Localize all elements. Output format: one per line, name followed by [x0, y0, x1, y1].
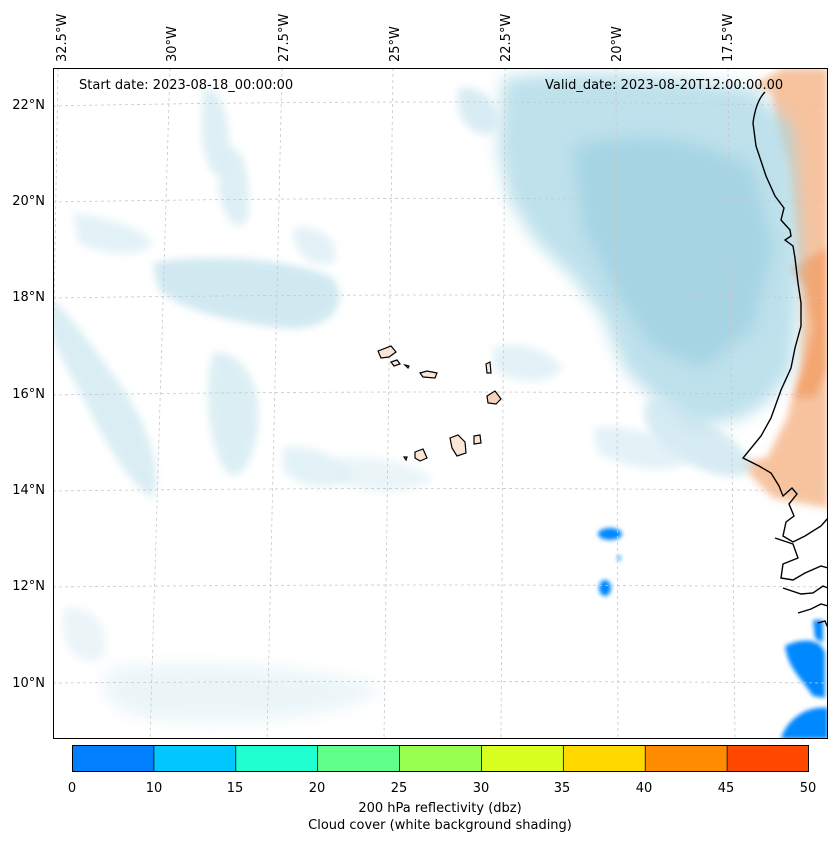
- lon-label-22-5w: 22.5°W: [499, 13, 514, 62]
- start-date-label: Start date: 2023-08-18_00:00:00: [79, 78, 294, 93]
- cloud-cover: [53, 72, 801, 722]
- colorbar-segment: [481, 745, 564, 772]
- colorbar-segment: [399, 745, 482, 772]
- lat-label-22n: 22°N: [12, 98, 45, 113]
- lon-label-30w: 30°W: [165, 26, 180, 62]
- colorbar-label: 200 hPa reflectivity (dbz): [358, 801, 522, 816]
- colorbar-segment: [727, 745, 809, 772]
- lat-label-18n: 18°N: [12, 290, 45, 305]
- colorbar-tick: 50: [799, 781, 817, 796]
- colorbar-tick: 15: [226, 781, 244, 796]
- lat-label-10n: 10°N: [12, 676, 45, 691]
- colorbar-sublabel: Cloud cover (white background shading): [308, 818, 572, 833]
- lon-label-20w: 20°W: [610, 26, 625, 62]
- colorbar-tick: 10: [145, 781, 163, 796]
- graticule: [53, 68, 828, 739]
- colorbar-segment: [72, 745, 155, 772]
- colorbar-tick: 20: [308, 781, 326, 796]
- lon-label-17-5w: 17.5°W: [721, 13, 736, 62]
- lat-label-14n: 14°N: [12, 483, 45, 498]
- colorbar-frame: [72, 745, 809, 772]
- lat-label-16n: 16°N: [12, 387, 45, 402]
- forecast-map[interactable]: [53, 68, 828, 739]
- colorbar-tick: 25: [390, 781, 408, 796]
- colorbar-segment: [563, 745, 646, 772]
- colorbar-tick: 40: [635, 781, 653, 796]
- colorbar-segment: [235, 745, 319, 772]
- colorbar-segment: [645, 745, 728, 772]
- colorbar: [72, 745, 809, 772]
- reflectivity-cells: [598, 528, 828, 739]
- valid-date-label: Valid_date: 2023-08-20T12:00:00.00: [545, 78, 784, 93]
- lat-label-20n: 20°N: [12, 194, 45, 209]
- lon-label-25w: 25°W: [388, 26, 403, 62]
- colorbar-segment: [153, 745, 237, 772]
- colorbar-tick: 45: [717, 781, 735, 796]
- lat-label-12n: 12°N: [12, 579, 45, 594]
- colorbar-tick: 30: [472, 781, 490, 796]
- cape-verde-islands: [377, 345, 502, 462]
- colorbar-tick: 0: [67, 781, 77, 796]
- land-shading: [741, 68, 828, 508]
- lon-label-32-5w: 32.5°W: [55, 13, 70, 62]
- coastline: [741, 91, 828, 629]
- colorbar-tick: 35: [553, 781, 571, 796]
- lon-label-27-5w: 27.5°W: [277, 13, 292, 62]
- colorbar-segment: [317, 745, 401, 772]
